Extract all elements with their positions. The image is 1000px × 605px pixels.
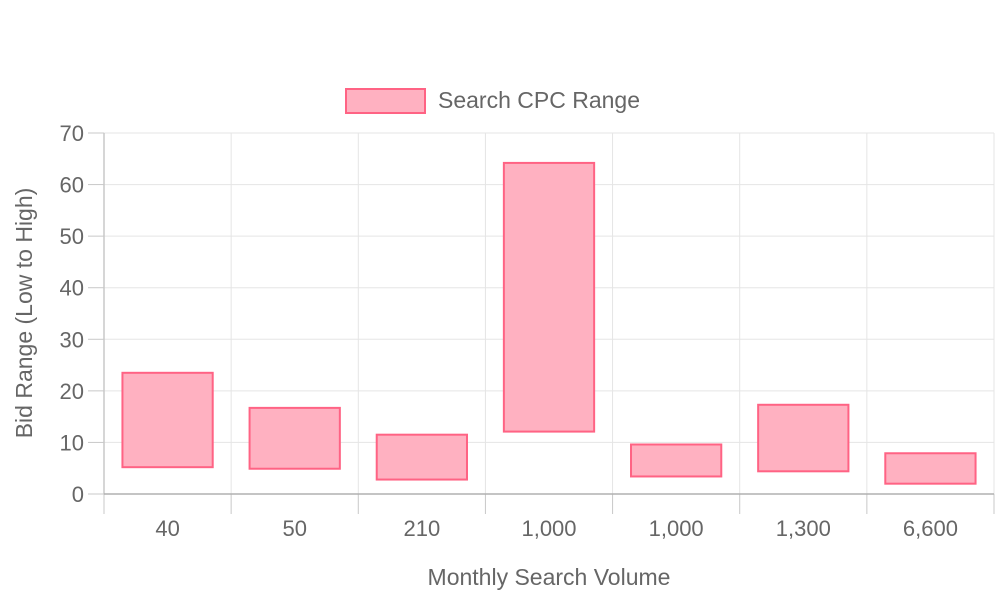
axes: 0 10 20 30 40 50 60 70 40 50 210 1,000 1,000 1,300 6,6… (60, 121, 995, 541)
bar-1[interactable] (121, 371, 214, 469)
x-tick-label: 1,000 (521, 516, 576, 541)
bar-4[interactable] (502, 161, 596, 433)
x-tick-label: 1,000 (649, 516, 704, 541)
y-tick-label: 20 (60, 379, 84, 404)
y-tick-label: 50 (60, 224, 84, 249)
bars (121, 161, 977, 485)
bar-3[interactable] (375, 433, 468, 481)
y-tick-label: 0 (72, 482, 84, 507)
legend-swatch (345, 88, 426, 114)
x-tick-label: 1,300 (776, 516, 831, 541)
y-tick-label: 30 (60, 327, 84, 352)
y-tick-label: 70 (60, 121, 84, 146)
bar-7[interactable] (884, 452, 977, 485)
bar-5[interactable] (630, 443, 723, 478)
x-tick-label: 6,600 (903, 516, 958, 541)
legend[interactable]: Search CPC Range (345, 87, 640, 114)
y-tick-label: 60 (60, 173, 84, 198)
bar-6[interactable] (757, 403, 850, 473)
x-tick-label: 40 (155, 516, 179, 541)
x-tick-label: 50 (282, 516, 306, 541)
x-axis-title: Monthly Search Volume (428, 564, 671, 590)
y-tick-label: 40 (60, 276, 84, 301)
x-tick-label: 210 (403, 516, 440, 541)
bar-2[interactable] (248, 406, 341, 470)
y-tick-label: 10 (60, 430, 84, 455)
y-axis-title: Bid Range (Low to High) (11, 188, 37, 439)
legend-label: Search CPC Range (438, 87, 640, 113)
